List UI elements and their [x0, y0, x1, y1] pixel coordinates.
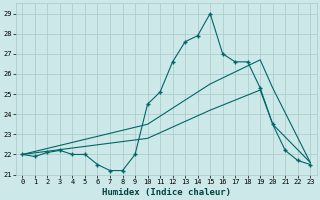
X-axis label: Humidex (Indice chaleur): Humidex (Indice chaleur): [102, 188, 231, 197]
